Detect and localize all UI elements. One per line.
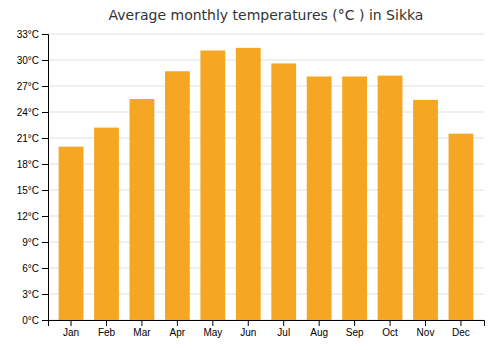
y-tick-label: 30°C — [17, 55, 39, 66]
x-tick-label: Oct — [382, 327, 398, 338]
bar — [165, 71, 190, 320]
y-tick-mark — [42, 216, 48, 217]
y-tick: 6°C — [22, 263, 48, 274]
x-tick: Oct — [382, 320, 398, 338]
grid-line — [48, 34, 484, 35]
y-axis: 0°C 3°C 6°C 9°C 12°C 15°C 18°C 21°C 24°C 27°C 30°C… — [17, 29, 49, 326]
y-tick-label: 24°C — [17, 107, 39, 118]
y-tick-label: 33°C — [17, 29, 39, 40]
bar — [307, 76, 332, 320]
y-tick-label: 18°C — [17, 159, 39, 170]
y-tick: 27°C — [17, 81, 48, 92]
y-tick-label: 15°C — [17, 185, 39, 196]
axis-line — [49, 321, 485, 327]
y-tick-mark — [42, 294, 48, 295]
grid-line — [48, 86, 484, 87]
x-tick-mark — [319, 320, 320, 326]
y-tick-mark — [42, 34, 48, 35]
x-tick-mark — [460, 320, 461, 326]
axis-line — [42, 35, 49, 321]
x-tick-mark — [106, 320, 107, 326]
grid — [48, 34, 484, 320]
bar — [378, 76, 403, 320]
x-tick: Jun — [240, 320, 256, 338]
x-tick-mark — [425, 320, 426, 326]
bar — [94, 128, 119, 320]
bar — [236, 48, 261, 320]
x-tick-mark — [212, 320, 213, 326]
x-axis: Jan Feb Mar Apr May Jun Jul Aug Sep Oct Nov Dec — [49, 320, 485, 338]
x-tick: Apr — [170, 320, 186, 338]
y-tick-label: 0°C — [22, 315, 39, 326]
y-tick-label: 27°C — [17, 81, 39, 92]
x-tick-label: Feb — [98, 327, 116, 338]
x-tick-mark — [354, 320, 355, 326]
y-tick-label: 9°C — [22, 237, 39, 248]
x-tick: Aug — [310, 320, 328, 338]
plot-area: Jan Feb Mar Apr May Jun Jul Aug Sep Oct Nov Dec 0°C 3… — [17, 29, 485, 338]
x-tick-label: Dec — [452, 327, 470, 338]
x-tick-label: Apr — [170, 327, 186, 338]
y-tick-mark — [42, 320, 48, 321]
y-tick-mark — [42, 60, 48, 61]
bars — [59, 48, 474, 320]
y-tick: 3°C — [22, 289, 48, 300]
bar — [449, 134, 474, 320]
y-tick: 15°C — [17, 185, 48, 196]
y-tick-mark — [42, 86, 48, 87]
x-tick: Jan — [63, 320, 79, 338]
bar — [130, 99, 155, 320]
x-tick-label: Nov — [417, 327, 435, 338]
x-tick: Nov — [417, 320, 435, 338]
y-tick-label: 21°C — [17, 133, 39, 144]
x-tick-label: Mar — [133, 327, 151, 338]
y-tick: 33°C — [17, 29, 48, 40]
bar — [200, 50, 225, 320]
y-tick: 24°C — [17, 107, 48, 118]
y-tick-mark — [42, 112, 48, 113]
y-tick-label: 3°C — [22, 289, 39, 300]
y-tick-mark — [42, 138, 48, 139]
x-tick: Jul — [277, 320, 290, 338]
title: Average monthly temperatures (°C ) in Si… — [109, 7, 424, 23]
y-tick-label: 12°C — [17, 211, 39, 222]
x-tick-mark — [283, 320, 284, 326]
x-tick-label: Sep — [346, 327, 364, 338]
x-tick-label: Jun — [240, 327, 256, 338]
y-tick: 30°C — [17, 55, 48, 66]
x-tick: Mar — [133, 320, 151, 338]
y-tick: 12°C — [17, 211, 48, 222]
x-tick: Dec — [452, 320, 470, 338]
grid-line — [48, 60, 484, 61]
x-tick: Feb — [98, 320, 116, 338]
x-tick-mark — [71, 320, 72, 326]
x-tick: May — [203, 320, 222, 338]
x-tick-label: May — [203, 327, 222, 338]
x-tick-mark — [248, 320, 249, 326]
x-tick-label: Jan — [63, 327, 79, 338]
y-tick: 18°C — [17, 159, 48, 170]
y-tick: 0°C — [22, 315, 48, 326]
chart: Jan Feb Mar Apr May Jun Jul Aug Sep Oct Nov Dec 0°C 3… — [0, 0, 500, 350]
y-tick-label: 6°C — [22, 263, 39, 274]
bar — [271, 63, 296, 320]
y-tick-mark — [42, 190, 48, 191]
y-tick-mark — [42, 268, 48, 269]
x-tick-mark — [141, 320, 142, 326]
bar — [59, 147, 84, 320]
y-tick: 21°C — [17, 133, 48, 144]
bar — [413, 100, 438, 320]
y-tick-mark — [42, 242, 48, 243]
x-tick-label: Jul — [277, 327, 290, 338]
bar — [342, 76, 367, 320]
x-tick-label: Aug — [310, 327, 328, 338]
x-tick-mark — [177, 320, 178, 326]
x-tick-mark — [390, 320, 391, 326]
x-tick: Sep — [346, 320, 364, 338]
y-tick-mark — [42, 164, 48, 165]
y-tick: 9°C — [22, 237, 48, 248]
